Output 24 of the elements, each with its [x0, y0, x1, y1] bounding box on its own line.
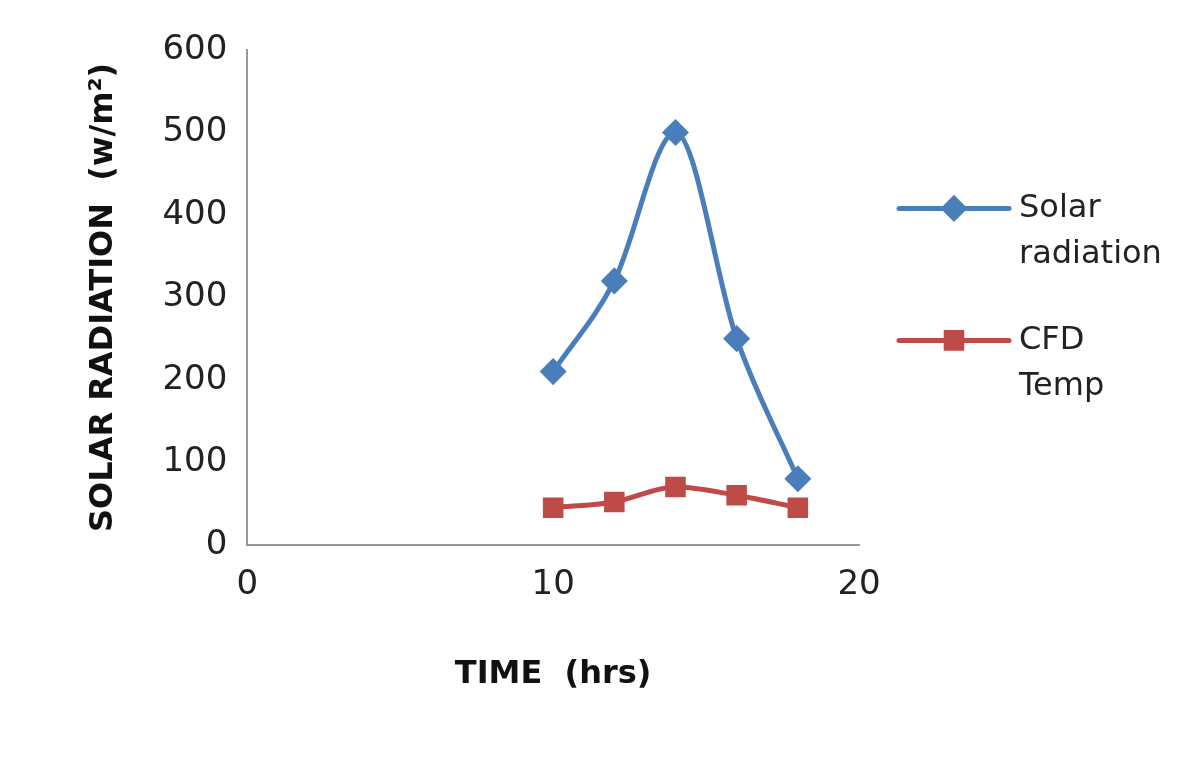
x-axis-title: TIME (hrs) — [454, 653, 652, 692]
point — [662, 119, 688, 145]
x-tick-label: 10 — [531, 562, 575, 603]
y-tick-label: 600 — [162, 26, 228, 67]
point — [785, 466, 811, 492]
y-tick-label: 300 — [162, 274, 228, 315]
x-tick-label: 20 — [837, 562, 881, 603]
legend-label: CFD Temp — [1018, 318, 1105, 403]
point — [542, 497, 564, 518]
y-tick-label: 0 — [205, 521, 228, 562]
point — [604, 491, 625, 513]
y-tick-label: 100 — [162, 439, 228, 480]
legend-label: Solar radiation — [1019, 186, 1162, 271]
point — [601, 268, 627, 294]
point — [724, 326, 750, 352]
point — [665, 476, 686, 498]
y-tick-label: 200 — [162, 356, 228, 397]
point — [787, 497, 809, 518]
x-tick-label: 0 — [236, 562, 259, 603]
point — [726, 485, 747, 506]
y-tick-label: 500 — [162, 109, 228, 150]
y-axis-title: SOLAR RADIATION (w/m²) — [81, 62, 120, 532]
y-tick-label: 400 — [162, 191, 228, 232]
point — [540, 359, 566, 385]
